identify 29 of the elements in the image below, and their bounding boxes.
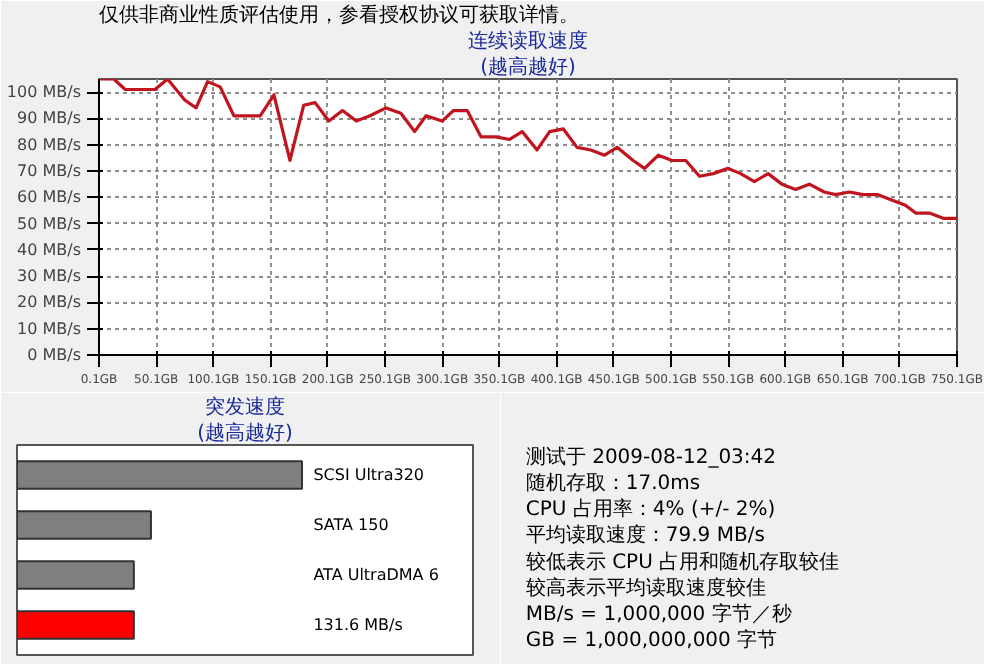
text: CPU 占用率：4% (+/- 2%)	[525, 497, 776, 522]
text: 较高表示平均读取速度较佳	[525, 575, 766, 600]
y-tick-label: 60 MB/s	[17, 188, 82, 207]
y-tick-label: SATA 150	[313, 516, 389, 534]
y-tick-label: 131.6 MB/s	[313, 616, 403, 634]
text: 随机存取：17.0ms	[525, 470, 701, 495]
text: MB/s = 1,000,000 字节／秒	[525, 602, 792, 627]
chart-subtitle: (越高越好)	[480, 55, 576, 79]
y-tick-label: 20 MB/s	[17, 293, 82, 312]
text: 测试于 2009-08-12_03:42	[525, 444, 777, 469]
y-tick-label: 40 MB/s	[17, 240, 82, 259]
text: 较低表示 CPU 占用和随机存取较佳	[525, 549, 840, 574]
text: 平均读取速度：79.9 MB/s	[525, 523, 765, 548]
chart-title: 连续读取速度	[468, 29, 588, 53]
y-tick-label: 50 MB/s	[17, 214, 82, 233]
y-tick-label: 30 MB/s	[17, 267, 82, 286]
text: GB = 1,000,000,000 字节	[525, 628, 778, 653]
y-tick-label: 90 MB/s	[17, 109, 82, 128]
y-tick-label: 100 MB/s	[6, 83, 82, 102]
y-tick-label: ATA UltraDMA 6	[313, 566, 439, 584]
chart-title: 突发速度	[205, 395, 285, 419]
y-tick-label: SCSI Ultra320	[313, 466, 425, 484]
text: 仅供非商业性质评估使用，参看授权协议可获取详情。	[99, 3, 579, 27]
y-tick-label: 70 MB/s	[17, 162, 82, 180]
y-tick-label: 0 MB/s	[27, 346, 82, 364]
line-series	[99, 79, 957, 220]
y-tick-label: 80 MB/s	[17, 135, 82, 154]
y-tick-label: 10 MB/s	[17, 319, 82, 338]
chart-subtitle: (越高越好)	[197, 421, 293, 445]
